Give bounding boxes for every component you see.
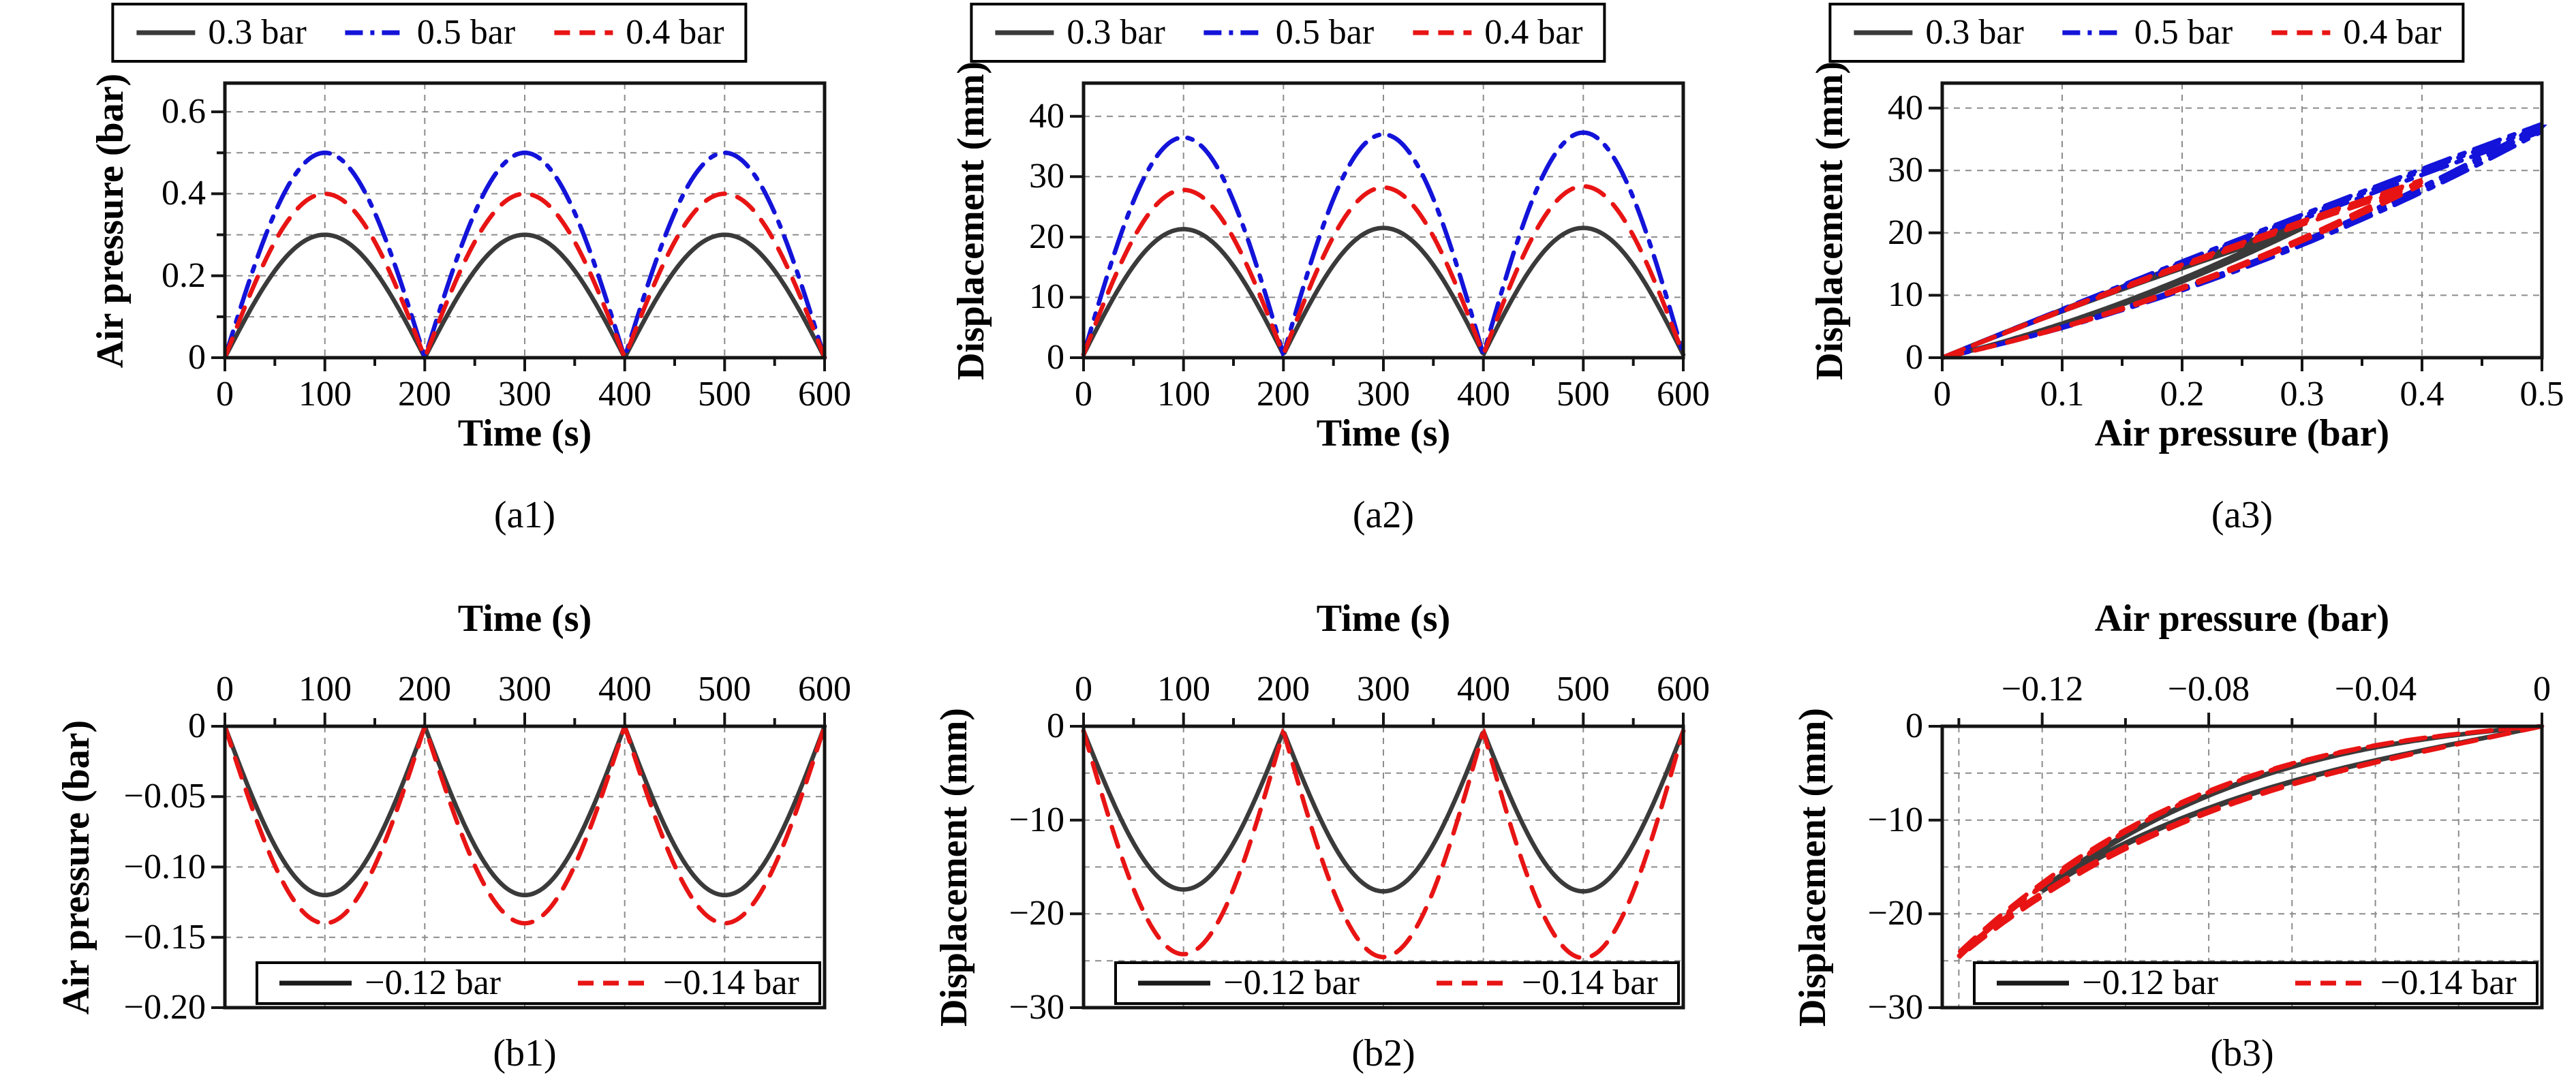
x-axis-label: Time (s) bbox=[457, 412, 592, 454]
legend-line-sample bbox=[1852, 22, 1914, 43]
legend-label: 0.4 bar bbox=[1484, 13, 1583, 52]
legend-label: 0.4 bar bbox=[2343, 13, 2442, 52]
legend-entry: 0.4 bar bbox=[552, 15, 724, 50]
legend-entry: −0.12 bar bbox=[1136, 965, 1360, 1001]
x-axis-label: Air pressure (bar) bbox=[2094, 598, 2390, 640]
subplot-caption: (b1) bbox=[493, 1032, 557, 1074]
legend-label: −0.14 bar bbox=[2380, 963, 2517, 1002]
legend-b3: −0.12 bar −0.14 bar bbox=[1973, 961, 2539, 1005]
legend-line-sample bbox=[2061, 22, 2123, 43]
legend-line-sample bbox=[1995, 973, 2071, 993]
subplot-caption: (a3) bbox=[2211, 494, 2273, 536]
y-axis-label: Displacement (mm) bbox=[1792, 707, 1834, 1027]
legend-line-sample bbox=[1435, 973, 1511, 993]
legend-a1: 0.3 bar 0.5 bar 0.4 bar bbox=[111, 3, 748, 63]
legend-entry: −0.12 bar bbox=[277, 965, 501, 1001]
x-axis-label: Time (s) bbox=[1316, 412, 1451, 454]
legend-entry: −0.12 bar bbox=[1995, 965, 2218, 1001]
legend-label: 0.3 bar bbox=[1925, 13, 2024, 52]
legend-entry: 0.3 bar bbox=[993, 15, 1165, 50]
legend-a3: 0.3 bar 0.5 bar 0.4 bar bbox=[1828, 3, 2465, 63]
legend-entry: 0.3 bar bbox=[134, 13, 307, 52]
legend-label: −0.12 bar bbox=[1223, 963, 1360, 1002]
legend-entry: −0.14 bar bbox=[1435, 965, 1658, 1001]
legend-entry: 0.5 bar bbox=[1202, 15, 1374, 50]
legend-b1: −0.12 bar −0.14 bar bbox=[256, 961, 821, 1005]
legend-line-sample bbox=[277, 973, 354, 993]
x-axis-label: Time (s) bbox=[457, 598, 592, 640]
legend-line-sample bbox=[576, 973, 652, 993]
legend-label: 0.3 bar bbox=[208, 13, 307, 52]
legend-line-sample bbox=[1136, 973, 1212, 993]
subplot-caption: (b2) bbox=[1351, 1032, 1415, 1074]
subplot-caption: (a1) bbox=[493, 494, 556, 536]
y-axis-label: Displacement (mm) bbox=[950, 61, 992, 380]
legend-label: 0.5 bar bbox=[2134, 13, 2233, 52]
legend-entry: 0.4 bar bbox=[2269, 13, 2442, 52]
legend-label: −0.12 bar bbox=[365, 963, 501, 1002]
legend-label: −0.14 bar bbox=[663, 963, 799, 1002]
y-axis-label: Displacement (mm) bbox=[1809, 61, 1851, 380]
y-axis-label: Air pressure (bar) bbox=[55, 719, 97, 1014]
y-axis-label: Displacement (mm) bbox=[933, 707, 975, 1027]
legend-entry: 0.3 bar bbox=[1852, 13, 2024, 52]
legend-line-sample bbox=[1411, 22, 1473, 43]
x-axis-label: Time (s) bbox=[1316, 598, 1451, 640]
legend-label: 0.5 bar bbox=[416, 13, 516, 52]
legend-label: −0.12 bar bbox=[2082, 963, 2218, 1002]
legend-entry: −0.14 bar bbox=[2293, 965, 2517, 1001]
legend-entry: −0.14 bar bbox=[576, 965, 799, 1001]
x-axis-label: Air pressure (bar) bbox=[2094, 412, 2390, 454]
legend-line-sample bbox=[134, 22, 197, 43]
legend-line-sample bbox=[993, 22, 1056, 43]
subplot-a2: 0.3 bar 0.5 bar 0.4 bar Displacement (mm… bbox=[859, 0, 1717, 543]
legend-line-sample bbox=[1202, 22, 1265, 43]
legend-line-sample bbox=[2293, 973, 2370, 993]
legend-label: −0.14 bar bbox=[1522, 963, 1658, 1002]
y-axis-label: Air pressure (bar) bbox=[89, 73, 132, 368]
subplot-a3: 0.3 bar 0.5 bar 0.4 bar Displacement (mm… bbox=[1717, 0, 2576, 543]
legend-b2: −0.12 bar −0.14 bar bbox=[1114, 961, 1680, 1005]
subplot-b1: Air pressure (bar) Time (s) −0.12 bar −0… bbox=[0, 543, 859, 1086]
legend-line-sample bbox=[343, 22, 406, 43]
legend-label: 0.3 bar bbox=[1067, 13, 1165, 52]
legend-entry: 0.5 bar bbox=[343, 15, 515, 50]
legend-label: 0.4 bar bbox=[626, 13, 724, 52]
legend-line-sample bbox=[2269, 22, 2332, 43]
legend-label: 0.5 bar bbox=[1275, 13, 1375, 52]
subplot-a1: 0.3 bar 0.5 bar 0.4 bar Air pressure (ba… bbox=[0, 0, 859, 543]
subplot-caption: (a2) bbox=[1352, 494, 1415, 536]
subplot-b3: Displacement (mm) Air pressure (bar) −0.… bbox=[1717, 543, 2576, 1086]
legend-entry: 0.4 bar bbox=[1411, 13, 1583, 52]
subplot-caption: (b3) bbox=[2210, 1032, 2274, 1074]
legend-entry: 0.5 bar bbox=[2061, 15, 2233, 50]
subplot-b2: Displacement (mm) Time (s) −0.12 bar −0.… bbox=[859, 543, 1717, 1086]
legend-a2: 0.3 bar 0.5 bar 0.4 bar bbox=[970, 3, 1606, 63]
legend-line-sample bbox=[552, 22, 615, 43]
